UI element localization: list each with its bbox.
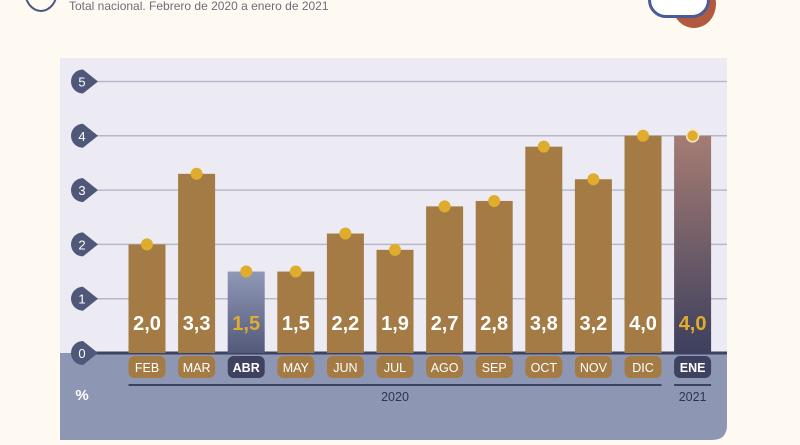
value-label: 3,3: [183, 313, 211, 335]
month-label: JUN: [333, 361, 357, 375]
data-point: [637, 129, 649, 142]
month-pill: [326, 356, 364, 378]
data-point: [339, 227, 352, 240]
bar-ago: [426, 206, 464, 353]
y-tick-label: 1: [78, 292, 85, 307]
data-point: [389, 243, 401, 256]
bar-feb: [128, 244, 166, 353]
value-label: 3,2: [579, 313, 607, 335]
value-label: 2,0: [133, 313, 161, 335]
y-tick-marker: [71, 178, 98, 203]
month-label: ABR: [233, 361, 260, 375]
month-pill: [227, 356, 265, 378]
data-point: [141, 238, 153, 251]
y-tick-label: 3: [78, 183, 85, 198]
month-pill: [178, 356, 216, 378]
bar-jun: [326, 233, 364, 353]
month-pill: [277, 356, 315, 378]
month-pill: [574, 356, 612, 378]
value-label: 1,5: [282, 313, 310, 335]
bar-jul: [376, 249, 414, 353]
month-label: SEP: [482, 361, 507, 375]
month-label: ENE: [680, 361, 706, 375]
month-pill: [376, 356, 414, 378]
bar-mar: [178, 173, 216, 353]
month-label: JUL: [384, 361, 406, 375]
y-tick-marker: [71, 123, 98, 148]
bar-abr: [227, 271, 265, 353]
y-tick-label: 4: [78, 129, 85, 144]
month-label: DIC: [632, 361, 654, 375]
value-label: 3,8: [530, 313, 558, 335]
bar-ene: [674, 135, 712, 353]
month-pill: [525, 356, 563, 378]
data-point: [289, 265, 302, 278]
data-point: [488, 194, 501, 207]
chart-subtitle: Total nacional. Febrero de 2020 a enero …: [69, 0, 329, 13]
month-label: MAY: [283, 361, 310, 375]
month-pill: [128, 356, 166, 378]
y-tick-label: 2: [78, 237, 85, 252]
month-label: FEB: [135, 361, 159, 375]
month-pill: [475, 356, 513, 378]
data-point: [685, 129, 700, 143]
value-label: 2,7: [431, 313, 459, 335]
month-label: OCT: [531, 361, 558, 375]
y-tick-marker: [71, 341, 98, 365]
data-point: [587, 173, 600, 186]
year-label: 2020: [381, 390, 409, 404]
y-tick-marker: [71, 286, 98, 311]
unit-label: %: [75, 387, 88, 404]
y-tick-marker: [71, 232, 98, 257]
bar-may: [277, 271, 315, 353]
data-point: [190, 167, 203, 180]
bar-oct: [525, 146, 563, 353]
month-pill: [624, 356, 662, 378]
month-pill: [674, 356, 712, 378]
y-tick-label: 5: [78, 75, 85, 90]
value-label: 1,5: [232, 313, 260, 335]
month-pill: [426, 356, 464, 378]
month-label: NOV: [580, 361, 608, 375]
month-label: AGO: [431, 361, 459, 375]
value-label: 2,2: [331, 313, 359, 335]
year-label: 2021: [679, 390, 707, 404]
value-label: 2,8: [480, 313, 508, 335]
bar-sep: [475, 200, 513, 353]
bar-dic: [624, 135, 662, 353]
data-point: [537, 140, 550, 153]
value-label: 1,9: [381, 313, 409, 335]
data-point: [240, 265, 253, 278]
y-tick-marker: [71, 69, 98, 94]
bar-nov: [574, 179, 612, 353]
value-label: 4,0: [629, 313, 657, 335]
data-point: [438, 200, 451, 213]
value-label: 4,0: [679, 313, 707, 335]
month-label: MAR: [183, 361, 211, 375]
y-tick-label: 0: [78, 346, 85, 361]
